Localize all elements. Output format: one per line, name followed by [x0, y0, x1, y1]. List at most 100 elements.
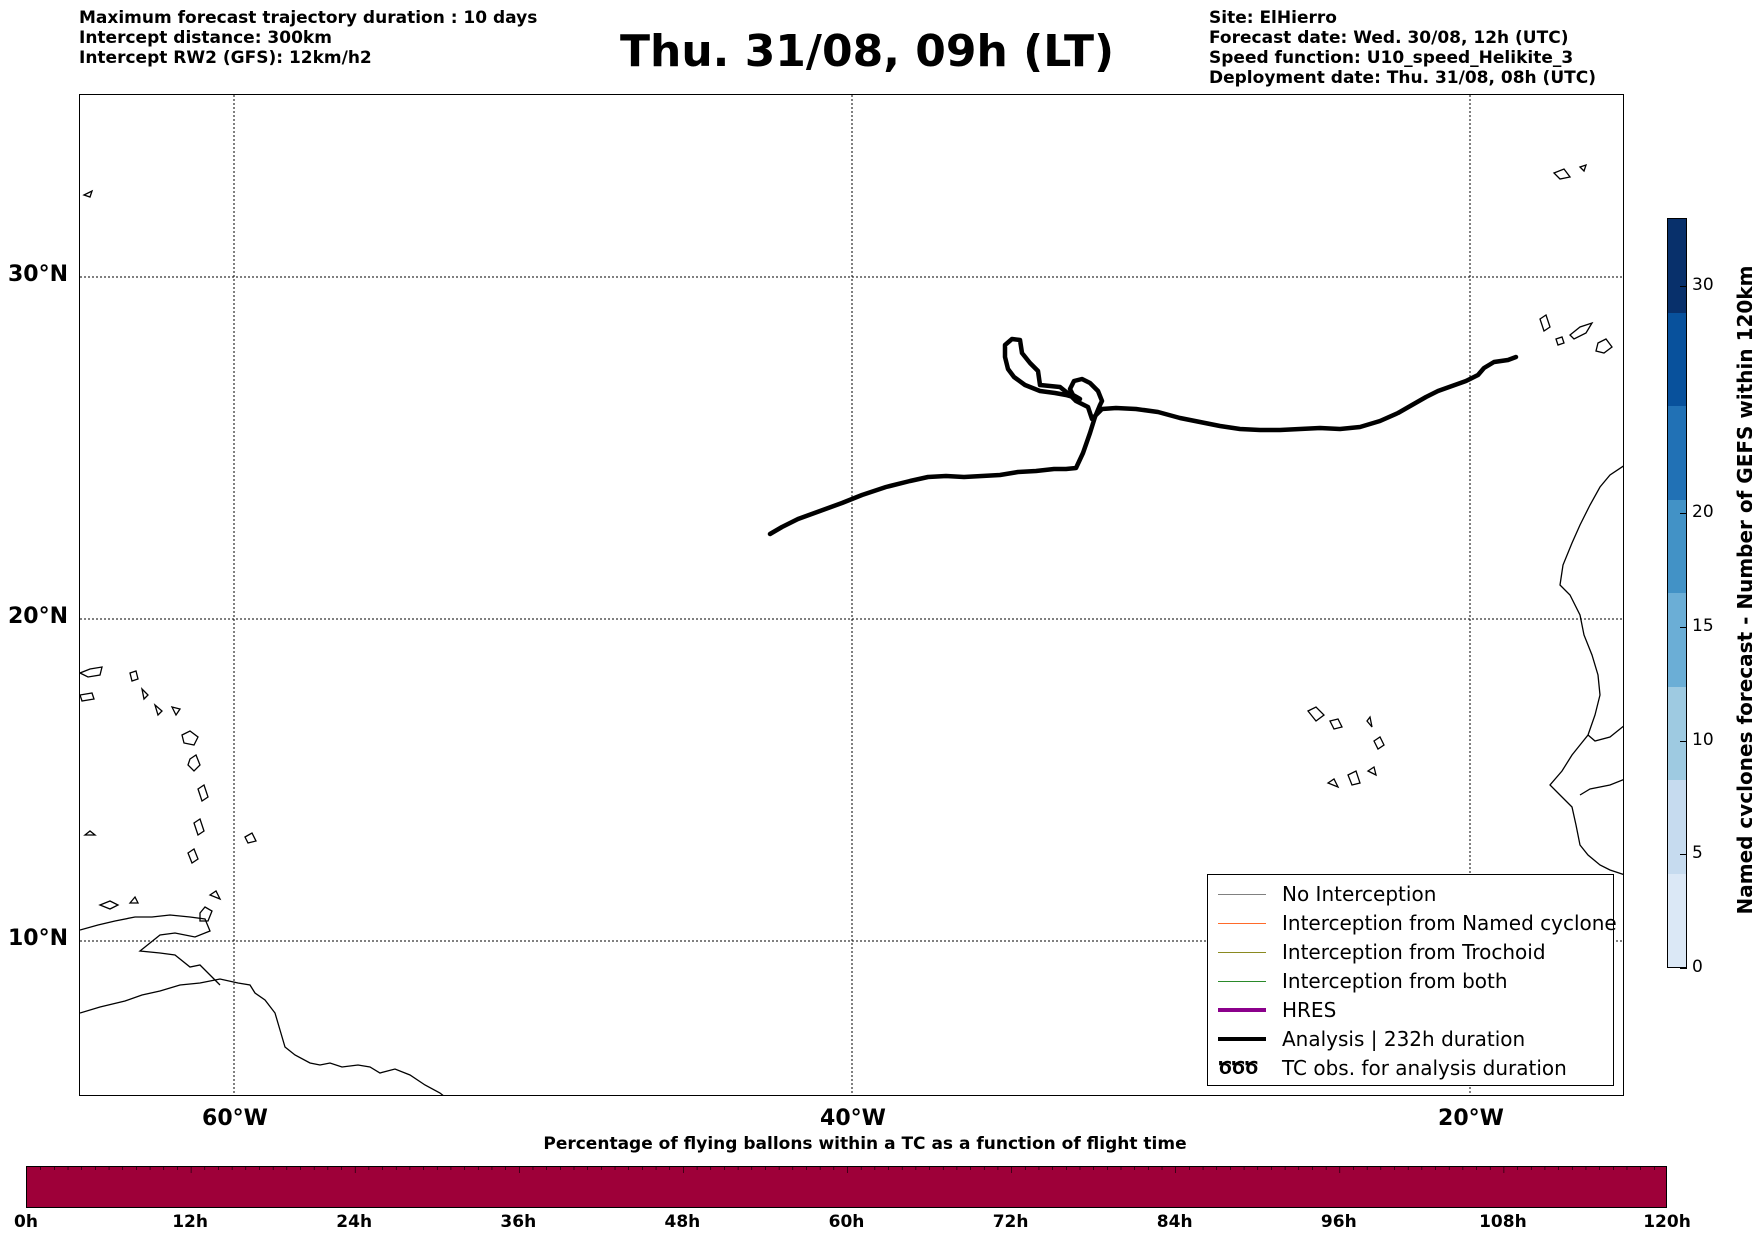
tc-symbol-icon: ԾԾԾ: [1218, 1057, 1259, 1079]
legend-item-trochoid: Interception from Trochoid: [1218, 939, 1546, 965]
header-right-info: Site: ElHierro Forecast date: Wed. 30/08…: [1209, 8, 1596, 88]
legend-label-hres: HRES: [1282, 998, 1337, 1022]
legend-label-analysis: Analysis | 232h duration: [1282, 1027, 1526, 1051]
colorbar-segment: [1668, 312, 1686, 406]
lesser-antilles-5: [187, 848, 199, 864]
legend-item-analysis: Analysis | 232h duration: [1218, 1026, 1525, 1052]
progress-tick-label: 96h: [1320, 1212, 1357, 1232]
progress-fill: [27, 1167, 1666, 1207]
legend-swatch-named-cyclone: [1218, 922, 1266, 924]
legend-label-trochoid: Interception from Trochoid: [1282, 940, 1546, 964]
trinidad: [199, 906, 213, 922]
island-f: [140, 687, 149, 701]
header-intercept-rw2: Intercept RW2 (GFS): 12km/h2: [79, 48, 372, 68]
island-i: [82, 189, 94, 198]
header-max-duration: Maximum forecast trajectory duration : 1…: [79, 8, 538, 28]
south-america-coast: [80, 978, 444, 1095]
colorbar-tick-mark: [1680, 854, 1687, 856]
lon-label-40w: 40°W: [820, 1106, 886, 1131]
canary-4: [1595, 338, 1613, 354]
legend-swatch-no-interception: [1218, 893, 1266, 895]
map-title: Thu. 31/08, 09h (LT): [620, 26, 1115, 77]
cape-verde-3: [1366, 715, 1373, 728]
legend-label-named-cyclone: Interception from Named cyclone: [1282, 911, 1617, 935]
progress-tick-label: 72h: [992, 1212, 1029, 1232]
lat-label-20n: 20°N: [8, 604, 69, 629]
legend-item-hres: HRES: [1218, 997, 1336, 1023]
colorbar-tick-mark: [1680, 627, 1687, 629]
progress-tick-label: 24h: [336, 1212, 373, 1232]
legend-item-no-interception: No Interception: [1218, 881, 1436, 907]
progress-tick-label: 12h: [172, 1212, 208, 1232]
legend-swatch-both: [1218, 980, 1266, 982]
progress-tick-label: 120h: [1643, 1212, 1691, 1232]
island-c: [83, 830, 97, 836]
venezuela-coast: [80, 914, 221, 986]
colorbar-tick-mark: [1680, 286, 1687, 288]
cape-verde-4: [1373, 736, 1385, 750]
canary-3: [1569, 321, 1594, 340]
colorbar-tick-label: 30: [1692, 275, 1714, 296]
lat-label-10n: 10°N: [8, 926, 69, 951]
cape-verde-6: [1347, 770, 1361, 786]
colorbar-label: Named cyclones forecast - Number of GEFS…: [1733, 265, 1752, 915]
cape-verde-2: [1329, 718, 1343, 730]
header-deployment-date: Deployment date: Thu. 31/08, 08h (UTC): [1209, 68, 1596, 88]
header-forecast-date: Forecast date: Wed. 30/08, 12h (UTC): [1209, 28, 1569, 48]
colorbar-segment: [1668, 219, 1686, 313]
cape-verde-7: [1366, 765, 1377, 777]
legend-swatch-hres: [1218, 1008, 1266, 1012]
colorbar-tick-mark: [1680, 513, 1687, 515]
header-left-info: Maximum forecast trajectory duration : 1…: [79, 8, 537, 68]
lat-label-30n: 30°N: [8, 262, 69, 287]
colorbar-segment: [1668, 686, 1686, 780]
legend-swatch-trochoid: [1218, 951, 1266, 953]
cape-verde-1: [1306, 706, 1325, 722]
colorbar-segment: [1668, 406, 1686, 500]
africa-coast: [1549, 465, 1623, 876]
puerto-rico: [80, 666, 103, 678]
lesser-antilles-2: [187, 754, 201, 772]
progress-tick-label: 84h: [1156, 1212, 1193, 1232]
lon-label-20w: 20°W: [1438, 1106, 1504, 1131]
header-intercept-distance: Intercept distance: 300km: [79, 28, 332, 48]
canary-2: [1555, 336, 1565, 346]
canary-1: [1539, 313, 1551, 333]
progress-tick-label: 108h: [1479, 1212, 1527, 1232]
analysis-trajectory: [767, 336, 1519, 537]
colorbar-segment: [1668, 873, 1686, 967]
progress-tick-label: 48h: [664, 1212, 701, 1232]
header-speed-function: Speed function: U10_speed_Helikite_3: [1209, 48, 1574, 68]
legend-label-no-interception: No Interception: [1282, 882, 1437, 906]
madeira-1: [1552, 168, 1572, 180]
progress-tick-label: 0h: [14, 1212, 38, 1232]
coastlines: [80, 163, 1623, 1095]
colorbar: [1667, 218, 1687, 968]
island-g: [153, 703, 163, 717]
colorbar-tick-label: 0: [1692, 957, 1703, 977]
legend-item-named-cyclone: Interception from Named cyclone: [1218, 910, 1617, 936]
legend-item-both: Interception from both: [1218, 968, 1508, 994]
colorbar-tick-label: 10: [1692, 729, 1714, 750]
progress-bar: [26, 1166, 1667, 1208]
header-site: Site: ElHierro: [1209, 8, 1337, 28]
lesser-antilles-3: [197, 783, 209, 803]
colorbar-segment: [1668, 499, 1686, 593]
colorbar-tick-label: 20: [1692, 502, 1714, 523]
colorbar-tick-mark: [1680, 968, 1687, 969]
island-a: [98, 900, 120, 910]
cape-verde-5: [1326, 778, 1340, 789]
island-h: [170, 706, 182, 717]
colorbar-tick-mark: [1680, 740, 1687, 742]
map-panel[interactable]: [79, 94, 1624, 1096]
lesser-antilles-6: [208, 890, 222, 901]
map-canvas[interactable]: [80, 95, 1624, 1096]
madeira-2: [1578, 163, 1588, 173]
lesser-antilles-1: [181, 730, 199, 746]
legend-swatch-analysis: [1218, 1037, 1266, 1041]
lesser-antilles-4: [193, 817, 205, 837]
colorbar-tick-label: 5: [1692, 843, 1703, 864]
legend-label-both: Interception from both: [1282, 969, 1508, 993]
barbados: [244, 832, 257, 844]
island-e: [129, 670, 139, 682]
